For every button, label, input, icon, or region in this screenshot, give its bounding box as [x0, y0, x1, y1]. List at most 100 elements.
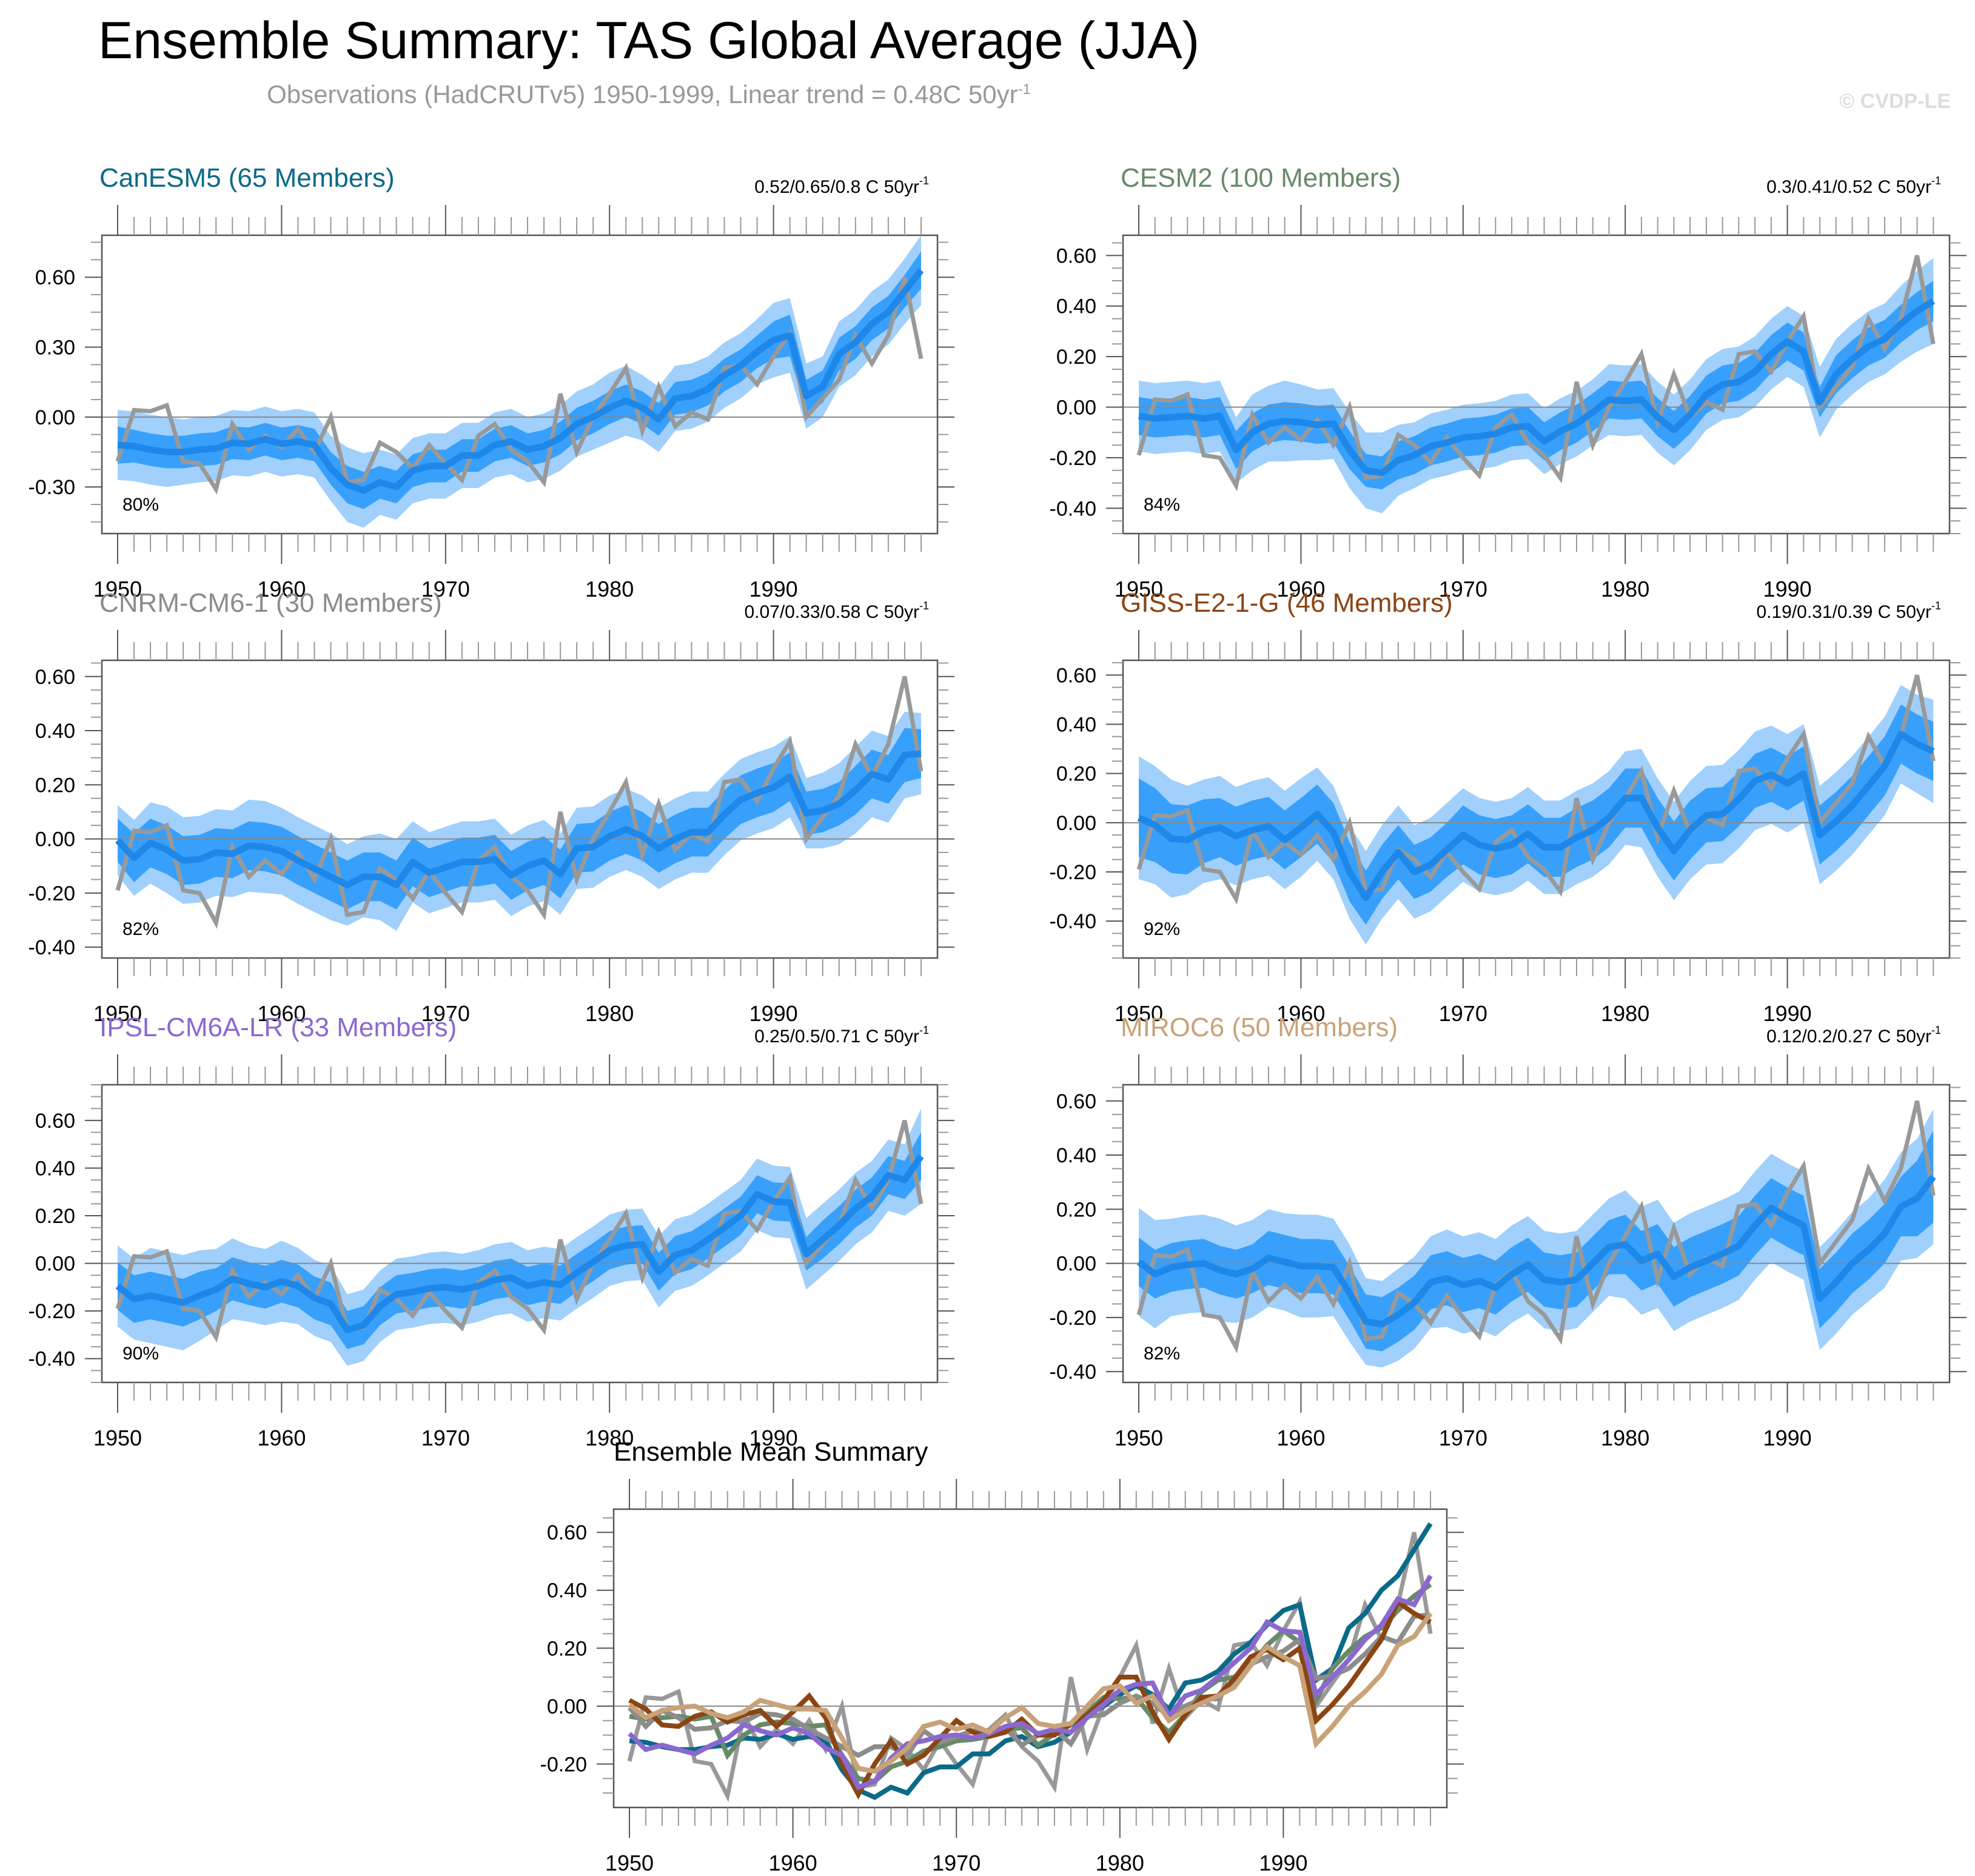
y-tick-label: 0.60	[1056, 664, 1096, 687]
panel-title: CanESM5 (65 Members)	[99, 163, 395, 193]
plot-area	[614, 1522, 1447, 1803]
x-tick-label: 1990	[1763, 1425, 1812, 1450]
panel-title: MIROC6 (50 Members)	[1121, 1013, 1398, 1042]
y-tick-label: -0.40	[1050, 910, 1097, 933]
subtitle-exponent: -1	[1018, 81, 1031, 98]
plot-frame	[101, 234, 939, 535]
plot-frame	[1122, 234, 1951, 535]
percent-label: 82%	[122, 919, 159, 939]
x-tick-label: 1960	[1276, 577, 1325, 601]
x-tick-label: 1950	[1115, 1001, 1163, 1026]
x-tick-label: 1970	[1439, 1425, 1487, 1450]
x-tick-label: 1990	[749, 577, 798, 601]
y-tick-label: -0.40	[29, 936, 76, 959]
panel-title: GISS-E2-1-G (46 Members)	[1121, 588, 1453, 618]
y-tick-label: 0.40	[35, 1157, 75, 1180]
y-tick-label: 0.60	[35, 1110, 75, 1133]
observations-line	[1136, 1100, 1936, 1353]
x-tick-label: 1960	[257, 577, 306, 601]
percent-label: 90%	[122, 1344, 159, 1364]
y-tick-label: 0.00	[35, 828, 75, 851]
percent-label: 80%	[122, 495, 159, 515]
y-tick-label: 0.60	[547, 1521, 587, 1544]
band-10-90	[1139, 258, 1934, 514]
x-tick-label: 1990	[1763, 1001, 1812, 1026]
subtitle-text: Observations (HadCRUTv5) 1950-1999, Line…	[267, 80, 1018, 109]
y-tick-label: -0.20	[1050, 1307, 1097, 1330]
y-tick-label: 0.40	[1056, 295, 1096, 318]
trend-label: 0.19/0.31/0.39 C 50yr-1	[1756, 600, 1941, 622]
plot-frame	[1122, 1084, 1951, 1384]
band-25-75	[1139, 705, 1934, 925]
x-tick-label: 1960	[1276, 1001, 1325, 1026]
y-tick-label: 0.20	[35, 774, 75, 797]
ensemble-mean-line	[1137, 731, 1935, 902]
y-tick-label: 0.60	[1056, 244, 1096, 267]
y-tick-label: -0.20	[29, 1300, 76, 1323]
plot-area	[1123, 255, 1950, 514]
y-tick-label: 0.20	[547, 1637, 587, 1660]
panel-title: CNRM-CM6-1 (30 Members)	[99, 588, 442, 618]
x-tick-label: 1980	[1096, 1851, 1144, 1875]
x-tick-label: 1980	[585, 1425, 634, 1450]
x-tick-label: 1980	[1601, 1001, 1649, 1026]
x-tick-label: 1980	[1601, 1425, 1649, 1450]
x-tick-label: 1960	[769, 1851, 817, 1875]
y-tick-label: 0.00	[35, 406, 75, 429]
x-tick-label: 1950	[93, 577, 142, 601]
percent-label: 84%	[1144, 495, 1180, 515]
x-tick-label: 1980	[585, 1001, 634, 1026]
x-tick-label: 1960	[257, 1001, 306, 1026]
y-tick-label: 0.60	[35, 666, 75, 689]
figure-subtitle: Observations (HadCRUTv5) 1950-1999, Line…	[0, 80, 1298, 109]
y-tick-label: 0.40	[547, 1580, 587, 1603]
plot-area	[1123, 1100, 1950, 1368]
y-tick-label: 0.20	[1056, 1198, 1096, 1221]
panel-ipsl: IPSL-CM6A-LR (33 Members) 0.25/0.5/0.71 C…	[29, 1013, 954, 1450]
x-tick-label: 1960	[257, 1425, 306, 1450]
series-line-giss-e2-1-g	[628, 1598, 1432, 1800]
trend-label: 0.25/0.5/0.71 C 50yr-1	[754, 1024, 929, 1047]
ensemble-mean-line	[115, 1154, 924, 1334]
y-tick-label: 0.00	[1056, 1253, 1096, 1276]
x-tick-label: 1970	[421, 1425, 470, 1450]
panel-cesm2: CESM2 (100 Members) 0.3/0.41/0.52 C 50yr-…	[1050, 163, 1967, 601]
panel-canesm5: CanESM5 (65 Members) 0.52/0.65/0.8 C 50yr…	[29, 163, 954, 601]
x-tick-label: 1970	[932, 1851, 981, 1875]
plot-frame	[612, 1508, 1448, 1809]
plot-area	[102, 675, 937, 931]
observations-line	[1136, 255, 1936, 492]
y-tick-label: -0.20	[29, 882, 76, 905]
plot-area	[102, 235, 937, 528]
observations-line	[1136, 674, 1936, 905]
x-tick-label: 1950	[1115, 577, 1163, 601]
band-10-90	[1139, 1109, 1934, 1368]
panel-title: IPSL-CM6A-LR (33 Members)	[99, 1013, 457, 1042]
y-tick-label: 0.00	[35, 1253, 75, 1276]
y-tick-label: 0.60	[35, 266, 75, 289]
trend-label: 0.52/0.65/0.8 C 50yr-1	[754, 175, 929, 197]
y-tick-label: 0.00	[1056, 812, 1096, 835]
plot-frame	[101, 1084, 939, 1384]
percent-label: 82%	[1144, 1344, 1180, 1364]
x-tick-label: 1970	[421, 577, 470, 601]
ensemble-mean-line	[115, 750, 922, 888]
plot-frame	[1122, 659, 1951, 959]
x-tick-label: 1950	[1115, 1425, 1163, 1450]
y-tick-label: 0.40	[1056, 1144, 1096, 1167]
x-tick-label: 1970	[1439, 1001, 1487, 1026]
y-tick-label: 0.20	[1056, 763, 1096, 786]
ensemble-mean-line	[1138, 298, 1936, 477]
y-tick-label: 0.20	[1056, 346, 1096, 369]
x-tick-label: 1990	[749, 1425, 798, 1450]
trend-label: 0.3/0.41/0.52 C 50yr-1	[1766, 175, 1941, 197]
trend-label: 0.12/0.2/0.27 C 50yr-1	[1766, 1024, 1941, 1047]
trend-label: 0.07/0.33/0.58 C 50yr-1	[744, 600, 929, 622]
x-tick-label: 1950	[605, 1851, 654, 1875]
series-line-miroc6	[628, 1612, 1433, 1774]
observations-line	[115, 675, 924, 929]
y-tick-label: -0.40	[1050, 1361, 1097, 1384]
watermark: © CVDP-LE	[1839, 90, 1951, 113]
panel-miroc6: MIROC6 (50 Members) 0.12/0.2/0.27 C 50yr-…	[1050, 1013, 1967, 1450]
x-tick-label: 1950	[93, 1425, 142, 1450]
